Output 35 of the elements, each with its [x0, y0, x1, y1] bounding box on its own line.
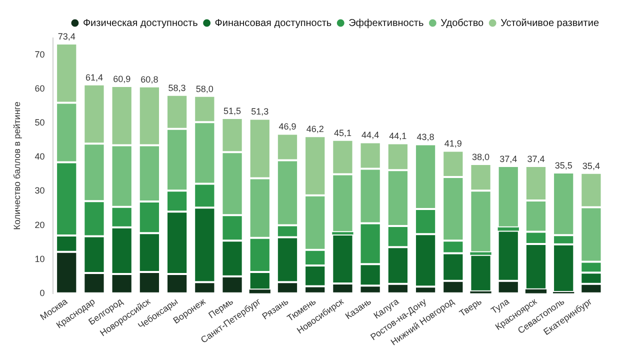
total-label: 35,4 — [582, 160, 600, 171]
total-label: 41,9 — [444, 138, 462, 149]
total-label: 60,9 — [113, 74, 131, 84]
total-label: 60,8 — [140, 74, 158, 84]
y-tick-label: 20 — [34, 220, 45, 230]
y-axis-title: Количество баллов в рейтинге — [12, 102, 22, 230]
legend-label: Эффективность — [348, 18, 424, 29]
total-label: 35,5 — [554, 160, 572, 170]
y-tick-label: 0 — [40, 288, 45, 298]
total-label: 37,4 — [500, 154, 518, 164]
y-tick-label: 50 — [34, 118, 45, 128]
legend-label: Финансовая доступность — [214, 18, 332, 29]
total-label: 51,3 — [251, 106, 269, 117]
legend-label: Устойчивое развитие — [500, 18, 600, 29]
y-tick-label: 40 — [34, 152, 45, 162]
total-label: 58,0 — [196, 84, 214, 94]
x-tick-label: Тверь — [458, 296, 484, 319]
total-label: 37,4 — [527, 154, 545, 164]
legend-label: Физическая доступность — [82, 18, 198, 29]
total-label: 43,8 — [416, 132, 434, 142]
total-label: 73,4 — [58, 31, 76, 42]
y-tick-label: 10 — [34, 254, 45, 264]
total-label: 44,1 — [389, 131, 407, 142]
y-tick-label: 60 — [34, 84, 45, 94]
total-label: 46,2 — [306, 124, 324, 134]
y-tick-label: 70 — [34, 50, 45, 60]
total-label: 38,0 — [472, 152, 490, 162]
total-label: 58,3 — [168, 82, 186, 93]
total-label: 45,1 — [334, 128, 352, 138]
y-tick-label: 30 — [34, 186, 45, 196]
total-label: 46,9 — [278, 122, 296, 132]
total-label: 44,4 — [362, 130, 380, 140]
total-label: 51,5 — [224, 106, 242, 116]
total-label: 61,4 — [85, 72, 103, 82]
legend-label: Удобство — [440, 18, 484, 29]
